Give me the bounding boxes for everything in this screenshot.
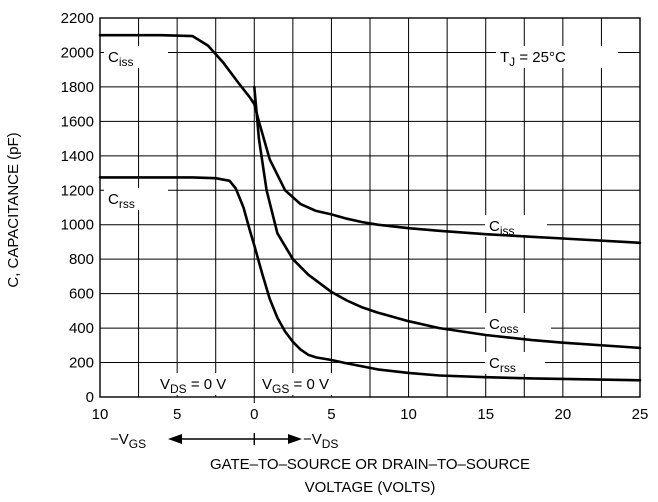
y-tick-label: 800 bbox=[69, 251, 94, 268]
y-tick-label: 200 bbox=[69, 355, 94, 372]
x-axis-title-line2: VOLTAGE (VOLTS) bbox=[305, 479, 436, 496]
x-tick-label: 0 bbox=[250, 406, 258, 423]
y-tick-label: 600 bbox=[69, 286, 94, 303]
region-label-vgs: VGS = 0 V bbox=[262, 376, 329, 396]
x-tick-label: 10 bbox=[92, 406, 109, 423]
y-tick-label: 1600 bbox=[61, 113, 94, 130]
condition-label: TJ = 25°C bbox=[500, 49, 566, 69]
x-direction-left-label: −VGS bbox=[110, 431, 146, 451]
label-ciss-left-bg bbox=[104, 46, 168, 68]
x-tick-label: 5 bbox=[327, 406, 335, 423]
x-tick-label: 5 bbox=[173, 406, 181, 423]
label-ciss-left: Ciss bbox=[108, 49, 134, 69]
y-tick-label: 2200 bbox=[61, 10, 94, 27]
x-tick-label: 25 bbox=[632, 406, 649, 423]
label-coss-right-bg bbox=[485, 313, 551, 335]
y-tick-labels: 0 200 400 600 800 1000 1200 1400 1600 1800 2000 220… bbox=[61, 10, 94, 406]
y-axis-title: C, CAPACITANCE (pF) bbox=[5, 132, 22, 287]
arrow-left-head bbox=[168, 434, 182, 444]
series-c-rss-line bbox=[98, 176, 642, 382]
region-label-vds-bg bbox=[156, 373, 246, 395]
region-label-vgs-bg bbox=[258, 373, 350, 395]
label-backgrounds bbox=[104, 46, 618, 395]
y-tick-label: 1400 bbox=[61, 148, 94, 165]
region-label-vds: VDS = 0 V bbox=[160, 376, 226, 396]
arrow-right-head bbox=[288, 434, 302, 444]
y-tick-label: 400 bbox=[69, 320, 94, 337]
annotations: Ciss Crss Ciss Coss Crss TJ = 25°C VDS = 0 V VG… bbox=[108, 49, 566, 451]
y-tick-label: 1000 bbox=[61, 217, 94, 234]
x-direction-right-label: −VDS bbox=[303, 431, 338, 451]
x-tick-label: 15 bbox=[477, 406, 494, 423]
series-c-oss-line bbox=[253, 85, 642, 350]
x-tick-labels: 10 5 0 5 10 15 20 25 bbox=[92, 406, 649, 423]
x-axis-title-line1: GATE–TO–SOURCE OR DRAIN–TO–SOURCE bbox=[210, 456, 530, 473]
series-c-iss-line bbox=[98, 33, 642, 245]
label-crss-right-bg bbox=[485, 352, 545, 374]
curves bbox=[98, 33, 642, 382]
plot-frame bbox=[99, 17, 641, 398]
label-ciss-right: Ciss bbox=[489, 218, 515, 238]
y-tick-label: 1800 bbox=[61, 79, 94, 96]
y-tick-label: 1200 bbox=[61, 182, 94, 199]
label-coss-right: Coss bbox=[489, 316, 519, 336]
label-crss-right: Crss bbox=[489, 355, 516, 375]
x-tick-label: 20 bbox=[555, 406, 572, 423]
y-tick-label: 0 bbox=[86, 389, 94, 406]
condition-label-bg bbox=[496, 46, 618, 68]
label-crss-left: Crss bbox=[108, 191, 135, 211]
label-crss-left-bg bbox=[104, 188, 168, 210]
x-tick-label: 10 bbox=[400, 406, 417, 423]
y-tick-label: 2000 bbox=[61, 44, 94, 61]
label-ciss-right-bg bbox=[485, 215, 547, 237]
